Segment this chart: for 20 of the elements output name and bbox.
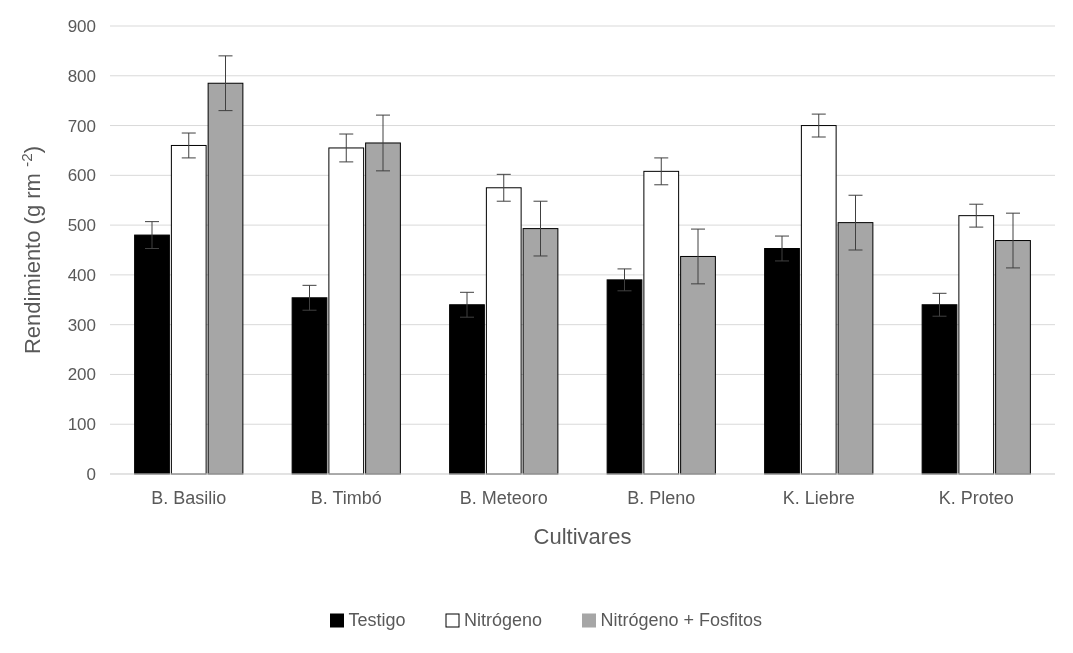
legend-label: Nitrógeno <box>464 610 543 630</box>
y-tick-label: 800 <box>67 66 96 86</box>
x-tick-label: B. Pleno <box>627 488 696 508</box>
y-tick-label: 300 <box>67 315 96 335</box>
y-tick-label: 500 <box>67 216 96 236</box>
y-tick-label: 0 <box>86 464 96 484</box>
y-tick-label: 200 <box>67 365 96 385</box>
x-tick-label: B. Basilio <box>151 488 227 508</box>
x-tick-label: B. Meteoro <box>459 488 548 508</box>
legend-label: Nitrógeno + Fosfitos <box>600 610 763 630</box>
y-tick-label: 700 <box>67 116 96 136</box>
legend-label: Testigo <box>348 610 406 630</box>
x-tick-label: B. Timbó <box>310 488 382 508</box>
x-tick-label: K. Proteo <box>938 488 1014 508</box>
x-tick-label: K. Liebre <box>782 488 855 508</box>
x-axis-title: Cultivares <box>533 524 632 549</box>
y-tick-label: 900 <box>67 16 96 36</box>
y-tick-label: 400 <box>67 265 96 285</box>
y-tick-label: 600 <box>67 166 96 186</box>
y-tick-label: 100 <box>67 415 96 435</box>
